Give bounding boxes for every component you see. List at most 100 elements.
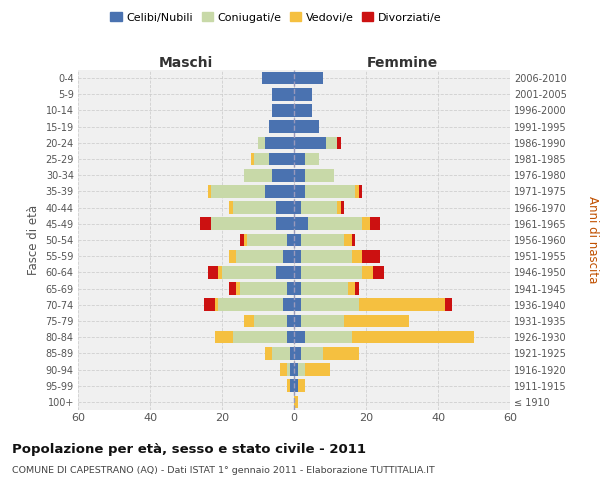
Bar bbox=[294, 347, 301, 360]
Bar bbox=[211, 218, 276, 230]
Bar bbox=[290, 380, 294, 392]
Bar bbox=[326, 136, 337, 149]
Bar bbox=[280, 363, 287, 376]
Bar bbox=[294, 169, 305, 181]
Bar bbox=[370, 218, 380, 230]
Bar bbox=[247, 234, 287, 246]
Bar bbox=[362, 218, 370, 230]
Bar bbox=[294, 120, 319, 133]
Bar bbox=[305, 169, 334, 181]
Bar bbox=[200, 218, 211, 230]
Bar bbox=[341, 202, 344, 214]
Bar bbox=[294, 266, 301, 278]
Bar bbox=[294, 152, 305, 166]
Text: Maschi: Maschi bbox=[159, 56, 213, 70]
Bar bbox=[337, 136, 341, 149]
Bar bbox=[305, 331, 352, 344]
Bar bbox=[272, 104, 294, 117]
Bar bbox=[233, 331, 287, 344]
Bar bbox=[272, 88, 294, 101]
Bar bbox=[294, 72, 323, 85]
Text: COMUNE DI CAPESTRANO (AQ) - Dati ISTAT 1° gennaio 2011 - Elaborazione TUTTITALIA: COMUNE DI CAPESTRANO (AQ) - Dati ISTAT 1… bbox=[12, 466, 435, 475]
Bar bbox=[287, 380, 290, 392]
Bar bbox=[290, 363, 294, 376]
Y-axis label: Fasce di età: Fasce di età bbox=[27, 205, 40, 275]
Bar bbox=[229, 282, 236, 295]
Bar bbox=[287, 234, 294, 246]
Bar bbox=[294, 218, 308, 230]
Bar bbox=[272, 347, 290, 360]
Bar bbox=[240, 234, 244, 246]
Bar bbox=[283, 250, 294, 262]
Bar bbox=[233, 202, 276, 214]
Bar bbox=[276, 202, 294, 214]
Bar bbox=[445, 298, 452, 311]
Bar bbox=[287, 314, 294, 328]
Y-axis label: Anni di nascita: Anni di nascita bbox=[586, 196, 599, 284]
Bar bbox=[229, 202, 233, 214]
Bar bbox=[208, 185, 211, 198]
Bar bbox=[211, 185, 265, 198]
Bar bbox=[244, 314, 254, 328]
Bar bbox=[301, 202, 337, 214]
Bar bbox=[352, 331, 474, 344]
Bar bbox=[294, 104, 312, 117]
Bar bbox=[294, 234, 301, 246]
Bar bbox=[294, 396, 298, 408]
Bar bbox=[262, 72, 294, 85]
Bar bbox=[218, 298, 283, 311]
Bar bbox=[269, 120, 294, 133]
Bar bbox=[301, 266, 362, 278]
Bar bbox=[359, 298, 445, 311]
Bar bbox=[276, 266, 294, 278]
Bar bbox=[305, 185, 355, 198]
Bar bbox=[301, 250, 352, 262]
Bar bbox=[215, 298, 218, 311]
Bar bbox=[305, 363, 330, 376]
Bar bbox=[344, 314, 409, 328]
Bar bbox=[298, 363, 305, 376]
Legend: Celibi/Nubili, Coniugati/e, Vedovi/e, Divorziati/e: Celibi/Nubili, Coniugati/e, Vedovi/e, Di… bbox=[106, 8, 446, 27]
Text: Femmine: Femmine bbox=[367, 56, 437, 70]
Bar bbox=[298, 380, 305, 392]
Bar bbox=[301, 298, 359, 311]
Bar bbox=[301, 347, 323, 360]
Bar bbox=[348, 282, 355, 295]
Bar bbox=[344, 234, 352, 246]
Bar bbox=[272, 169, 294, 181]
Bar bbox=[294, 314, 301, 328]
Bar bbox=[352, 234, 355, 246]
Bar bbox=[287, 363, 290, 376]
Bar bbox=[301, 314, 344, 328]
Bar bbox=[229, 250, 236, 262]
Bar bbox=[265, 136, 294, 149]
Bar bbox=[276, 218, 294, 230]
Bar bbox=[251, 152, 254, 166]
Bar bbox=[265, 347, 272, 360]
Bar bbox=[355, 185, 359, 198]
Bar bbox=[308, 218, 362, 230]
Bar bbox=[265, 185, 294, 198]
Bar bbox=[373, 266, 384, 278]
Bar bbox=[240, 282, 287, 295]
Bar bbox=[294, 380, 298, 392]
Bar bbox=[294, 331, 305, 344]
Bar bbox=[218, 266, 222, 278]
Bar bbox=[359, 185, 362, 198]
Bar bbox=[254, 314, 287, 328]
Bar bbox=[269, 152, 294, 166]
Bar bbox=[294, 88, 312, 101]
Text: Popolazione per età, sesso e stato civile - 2011: Popolazione per età, sesso e stato civil… bbox=[12, 442, 366, 456]
Bar bbox=[254, 152, 269, 166]
Bar bbox=[204, 298, 215, 311]
Bar bbox=[294, 282, 301, 295]
Bar bbox=[301, 282, 348, 295]
Bar bbox=[355, 282, 359, 295]
Bar bbox=[294, 298, 301, 311]
Bar bbox=[362, 250, 380, 262]
Bar bbox=[337, 202, 341, 214]
Bar bbox=[287, 282, 294, 295]
Bar bbox=[222, 266, 276, 278]
Bar bbox=[208, 266, 218, 278]
Bar bbox=[294, 185, 305, 198]
